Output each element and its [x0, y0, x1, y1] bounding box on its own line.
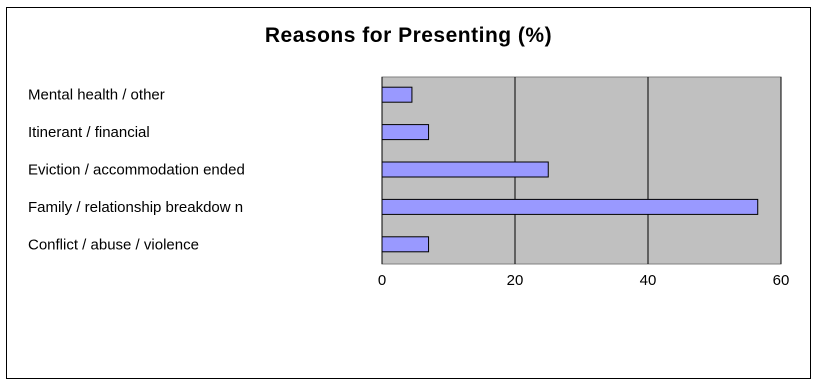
bar-2 [381, 161, 549, 178]
category-label-3: Family / relationship breakdow n [28, 199, 243, 216]
category-label-1: Itinerant / financial [28, 124, 150, 141]
x-tick-label-1: 20 [507, 272, 524, 289]
category-label-2: Eviction / accommodation ended [28, 162, 245, 179]
category-label-4: Conflict / abuse / violence [28, 236, 199, 253]
category-label-0: Mental health / other [28, 87, 165, 104]
x-tick-label-3: 60 [773, 272, 790, 289]
x-tick-label-2: 40 [640, 272, 657, 289]
bar-4 [381, 236, 430, 253]
bar-3 [381, 198, 759, 215]
bar-0 [381, 86, 413, 103]
bar-1 [381, 124, 430, 141]
chart-title: Reasons for Presenting (%) [264, 24, 553, 47]
x-tick-label-0: 0 [378, 272, 386, 289]
